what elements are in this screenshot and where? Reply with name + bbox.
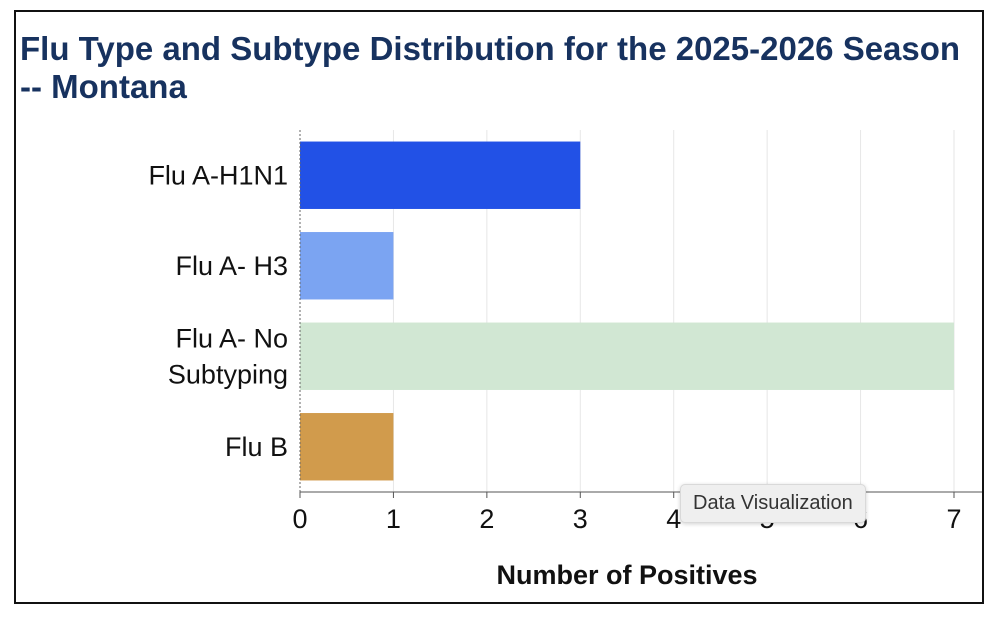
x-tick-label: 4 [666,504,681,534]
data-visualization-tooltip: Data Visualization [680,484,866,523]
category-label: Flu A- H3 [175,251,288,281]
x-tick-label: 0 [292,504,307,534]
x-tick-label: 2 [479,504,494,534]
category-label: Flu B [225,432,288,462]
x-tick-label: 7 [946,504,961,534]
bar [300,413,394,481]
x-axis-title: Number of Positives [496,560,757,590]
chart-title: Flu Type and Subtype Distribution for th… [20,30,961,105]
category-label: Subtyping [168,359,288,389]
x-tick-label: 1 [386,504,401,534]
category-label: Flu A- No [175,323,288,353]
bar [300,232,394,300]
x-tick-label: 3 [573,504,588,534]
category-label: Flu A-H1N1 [148,160,288,190]
bar-chart: Flu A-H1N1 Flu A- H3 Flu A- No Subtyping Flu… [148,130,982,590]
chart-frame: Flu Type and Subtype Distribution for th… [14,10,984,604]
bar [300,141,581,209]
bar [300,322,954,390]
